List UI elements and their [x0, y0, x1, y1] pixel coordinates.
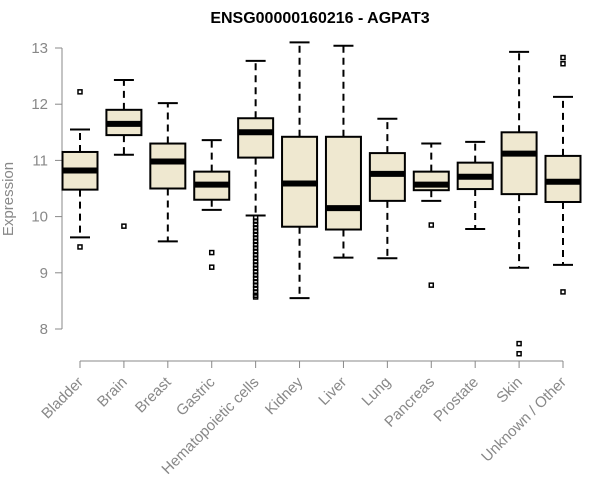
outlier-point: [77, 244, 83, 250]
chart-title: ENSG00000160216 - AGPAT3: [210, 10, 429, 27]
boxplot-bladder: [61, 89, 99, 250]
x-tick-label: Lung: [359, 374, 395, 410]
x-tick-label: Kidney: [262, 373, 307, 418]
y-tick-label: 8: [40, 321, 48, 338]
boxplot-unknown-other: [544, 54, 582, 295]
boxplot-brain: [105, 79, 143, 229]
outlier-point: [516, 340, 522, 347]
outlier-point: [560, 54, 566, 61]
y-axis: 8 9 10 11 12 13: [31, 40, 63, 338]
outlier-point: [77, 89, 83, 95]
y-axis-label: Expression: [0, 162, 17, 236]
y-tick-label: 13: [31, 40, 48, 57]
boxplot-lung: [368, 117, 406, 260]
outlier-point: [428, 282, 435, 288]
outlier-point: [516, 350, 522, 357]
boxplot-breast: [149, 102, 187, 243]
x-tick-label: Breast: [132, 373, 175, 416]
y-tick-label: 12: [31, 96, 48, 113]
box: [368, 152, 406, 202]
boxplot-gastric: [193, 139, 231, 270]
outlier-point: [560, 60, 566, 67]
x-tick-label: Skin: [493, 374, 526, 407]
outlier-point: [208, 264, 215, 270]
box: [149, 142, 187, 190]
box: [500, 131, 538, 196]
outlier-point: [428, 222, 435, 228]
boxplot-pancreas: [412, 142, 450, 288]
y-tick-label: 9: [40, 265, 48, 282]
boxplot-hematopoietic-cells: [237, 59, 275, 300]
boxplots: [61, 41, 582, 357]
outlier-point: [208, 249, 215, 256]
boxplot-prostate: [456, 140, 494, 230]
outlier-point: [252, 294, 259, 300]
y-tick-label: 11: [32, 152, 48, 169]
x-tick-label: Liver: [315, 374, 350, 409]
box: [324, 135, 362, 231]
outlier-point: [560, 289, 566, 295]
boxplot-liver: [324, 44, 362, 259]
x-tick-label: Brain: [94, 374, 131, 411]
x-tick-label: Bladder: [38, 374, 87, 423]
box: [237, 117, 275, 159]
x-tick-label: Prostate: [430, 374, 482, 426]
boxplot-kidney: [281, 41, 319, 300]
outlier-point: [121, 223, 127, 229]
y-tick-label: 10: [31, 209, 48, 226]
boxplot-skin: [500, 50, 538, 357]
